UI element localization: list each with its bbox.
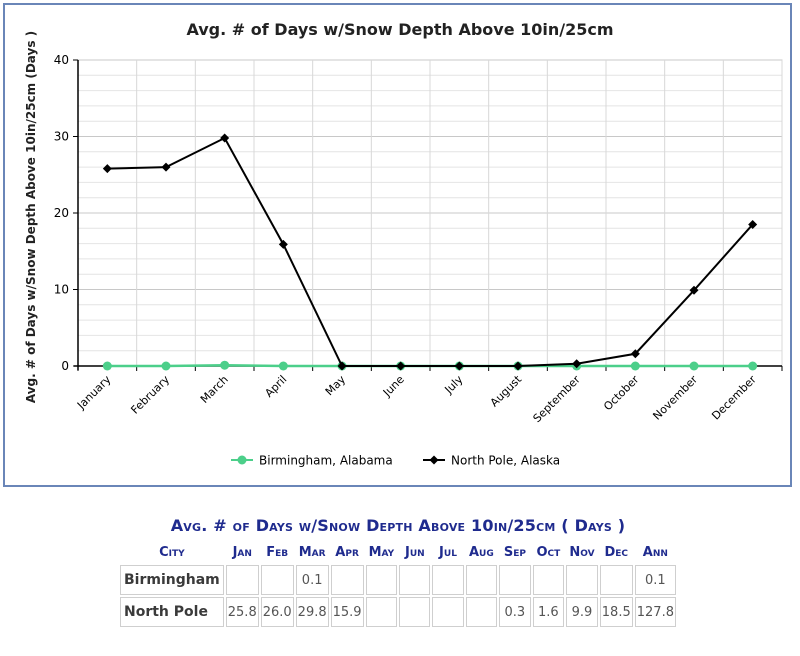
- table-value-cell: [399, 597, 431, 627]
- data-point[interactable]: [513, 361, 523, 371]
- table-header-month: Dec: [604, 544, 629, 560]
- grid: [77, 59, 783, 367]
- table-row: Birmingham 0.1 0.1: [120, 565, 676, 595]
- table-title: Avg. # of Days w/Snow Depth Above 10in/2…: [170, 516, 626, 535]
- x-tick-label: November: [650, 373, 700, 423]
- x-tick-label: October: [601, 373, 642, 414]
- table-value-cell: [566, 565, 598, 595]
- legend-label[interactable]: Birmingham, Alabama: [259, 454, 393, 468]
- table-header-month: Aug: [468, 544, 494, 560]
- data-table-section: Avg. # of Days w/Snow Depth Above 10in/2…: [118, 516, 678, 629]
- x-tick-label: July: [442, 373, 466, 397]
- data-point[interactable]: [630, 349, 640, 359]
- table-value-cell: [225, 565, 259, 595]
- data-point[interactable]: [748, 361, 758, 371]
- data-point[interactable]: [572, 359, 582, 369]
- y-tick-label: 40: [54, 53, 69, 67]
- table-value-cell: 0.3: [499, 597, 531, 627]
- table-value-cell: 127.8: [634, 597, 676, 627]
- legend-marker[interactable]: [237, 455, 247, 465]
- data-point[interactable]: [220, 133, 230, 143]
- table-city-cell: North Pole: [120, 597, 224, 627]
- data-point[interactable]: [102, 361, 112, 371]
- y-axis-label: Avg. # of Days w/Snow Depth Above 10in/2…: [24, 31, 38, 403]
- table-value-cell: [599, 565, 633, 595]
- table-value-cell: [465, 565, 498, 595]
- table-header-row: City Jan Feb Mar Apr May Jun Jul Aug Sep Oct Nov Dec…: [120, 541, 676, 563]
- table-value-cell: [260, 565, 294, 595]
- table-value-cell: 9.9: [566, 597, 598, 627]
- y-tick-label: 20: [54, 206, 69, 220]
- x-tick-label: January: [74, 373, 114, 413]
- data-point[interactable]: [396, 361, 406, 371]
- y-tick-label: 30: [54, 130, 69, 144]
- x-tick-label: September: [531, 373, 584, 426]
- table-city-cell: Birmingham: [120, 565, 224, 595]
- x-tick-label: December: [709, 373, 759, 423]
- legend-marker[interactable]: [429, 455, 439, 465]
- table-header-city: City: [159, 544, 185, 560]
- table-value-cell: [499, 565, 531, 595]
- data-point[interactable]: [278, 239, 288, 249]
- data-point[interactable]: [689, 361, 699, 371]
- chart-title: Avg. # of Days w/Snow Depth Above 10in/2…: [186, 20, 613, 39]
- series-layer: [102, 133, 758, 371]
- data-point[interactable]: [337, 361, 347, 371]
- x-tick-label: August: [488, 372, 525, 409]
- table-value-cell: 1.6: [532, 597, 565, 627]
- table-header-month: Jul: [439, 544, 457, 560]
- table-value-cell: [465, 597, 498, 627]
- table-value-cell: 15.9: [330, 597, 364, 627]
- data-point[interactable]: [278, 361, 288, 371]
- x-tick-label: February: [128, 373, 172, 417]
- table-value-cell: 0.1: [295, 565, 329, 595]
- series-line: [107, 136, 754, 367]
- table-body: Birmingham 0.1 0.1 North Pole 25.8 26.0 29.8 15…: [120, 565, 676, 627]
- x-tick-label: March: [198, 373, 231, 406]
- legend[interactable]: Birmingham, Alabama North Pole, Alaska: [231, 454, 560, 468]
- table-header-month: Sep: [503, 544, 526, 560]
- x-tick-label: May: [323, 373, 349, 399]
- table-header-month: Nov: [569, 544, 595, 560]
- y-tick-label: 10: [54, 283, 69, 297]
- x-tick-label: June: [380, 373, 407, 400]
- table-value-cell: 29.8: [295, 597, 329, 627]
- data-point[interactable]: [161, 361, 171, 371]
- table-value-cell: [432, 597, 464, 627]
- chart-panel: Avg. # of Days w/Snow Depth Above 10in/2…: [3, 3, 792, 487]
- data-point[interactable]: [220, 360, 230, 370]
- table-value-cell: [330, 565, 364, 595]
- table-value-cell: [432, 565, 464, 595]
- table-value-cell: [532, 565, 565, 595]
- x-tick-label: April: [262, 373, 289, 400]
- table-value-cell: [365, 597, 398, 627]
- table-header-month: Ann: [642, 544, 668, 560]
- snow-data-table: City Jan Feb Mar Apr May Jun Jul Aug Sep Oct Nov Dec…: [118, 539, 678, 629]
- table-value-cell: 0.1: [634, 565, 676, 595]
- table-row: North Pole 25.8 26.0 29.8 15.9 0.3 1.6 9.9 18.5 1…: [120, 597, 676, 627]
- table-header-month: Oct: [536, 544, 561, 560]
- table-header-month: May: [368, 544, 395, 560]
- table-header-month: Feb: [266, 544, 289, 560]
- table-value-cell: 18.5: [599, 597, 633, 627]
- data-point[interactable]: [102, 164, 112, 174]
- table-value-cell: 26.0: [260, 597, 294, 627]
- table-header-month: Mar: [298, 544, 326, 560]
- legend-label[interactable]: North Pole, Alaska: [451, 454, 560, 468]
- data-point[interactable]: [161, 162, 171, 172]
- table-header-month: Apr: [335, 544, 359, 560]
- y-tick-label: 0: [61, 359, 69, 373]
- table-value-cell: [399, 565, 431, 595]
- table-header-month: Jan: [232, 544, 252, 560]
- table-value-cell: [365, 565, 398, 595]
- table-header-month: Jun: [405, 544, 425, 560]
- data-point[interactable]: [630, 361, 640, 371]
- data-point[interactable]: [454, 361, 464, 371]
- table-value-cell: 25.8: [225, 597, 259, 627]
- data-point[interactable]: [689, 285, 699, 295]
- data-point[interactable]: [748, 219, 758, 229]
- line-chart: Avg. # of Days w/Snow Depth Above 10in/2…: [24, 20, 783, 468]
